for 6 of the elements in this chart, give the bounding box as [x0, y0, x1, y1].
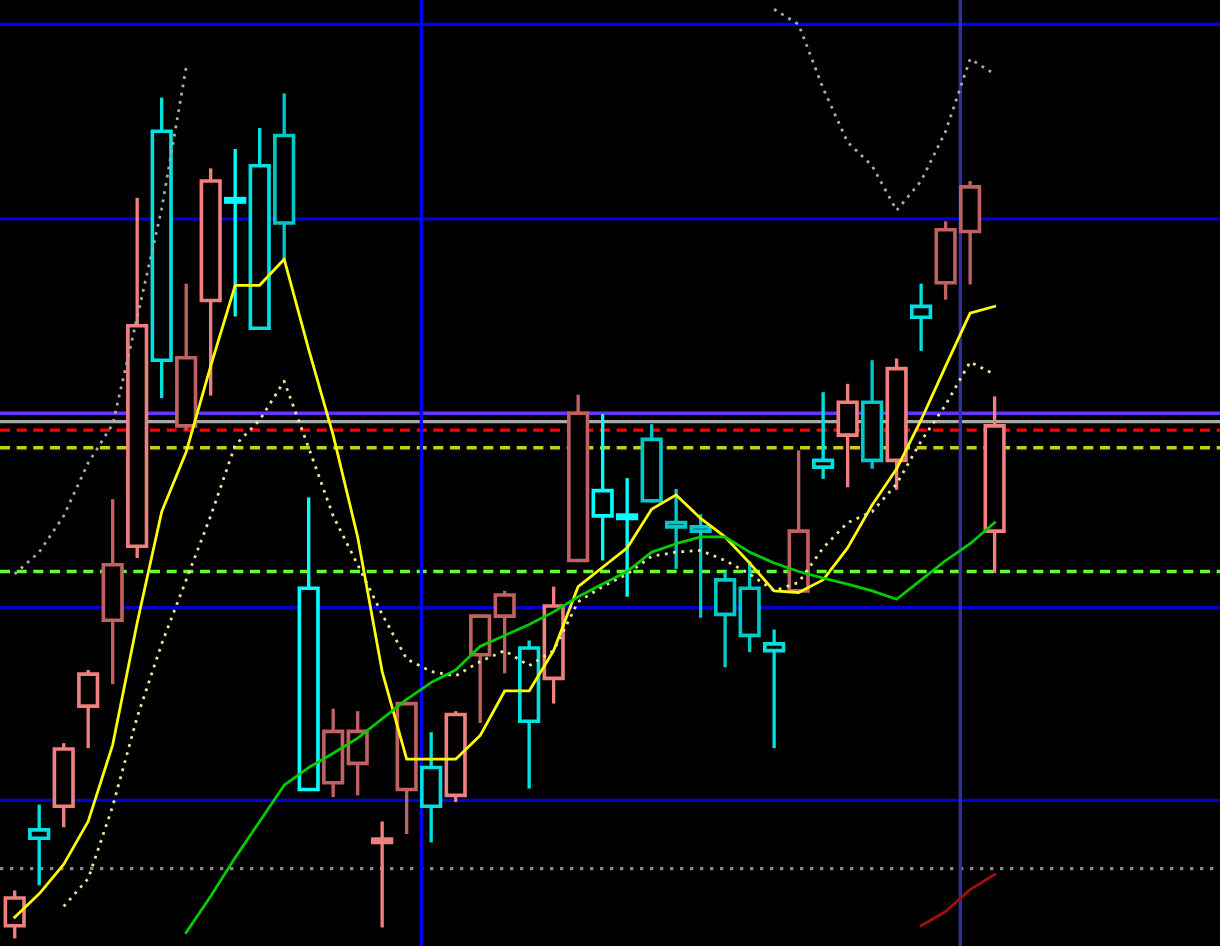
candlestick [983, 396, 1006, 574]
candlestick [763, 629, 786, 749]
candlestick [101, 499, 124, 685]
candlestick [910, 283, 933, 351]
candlestick [812, 392, 835, 479]
candlestick [28, 804, 51, 886]
